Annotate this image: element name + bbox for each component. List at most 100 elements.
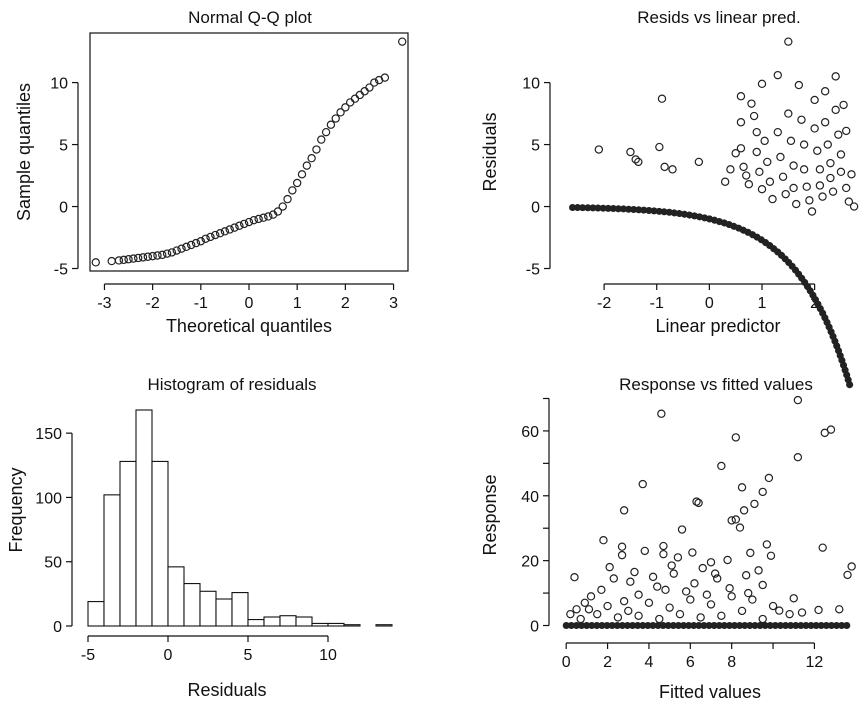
qq-x-tick-label: 0 (245, 295, 254, 312)
qq-point (312, 145, 321, 154)
fitted-point (731, 515, 741, 524)
hist-x-label: Residuals (187, 680, 266, 700)
fitted-point (605, 562, 614, 572)
fitted-point (717, 611, 726, 620)
resid-point (784, 37, 793, 46)
resid-point (765, 177, 775, 186)
qq-point (331, 114, 340, 123)
resid-point (781, 189, 790, 199)
fitted-point (630, 567, 639, 577)
fitted-point (713, 574, 722, 583)
fitted-point (586, 592, 596, 601)
resid-point (776, 152, 785, 162)
resid-point (634, 157, 643, 167)
resid-point (657, 94, 667, 103)
resid-point (828, 187, 838, 196)
qq-point (138, 253, 148, 262)
qq-x-tick-label: -1 (194, 295, 208, 312)
resid-point (763, 157, 772, 167)
resid-x-label: Linear predictor (655, 316, 780, 336)
qq-x-tick-label: -3 (97, 295, 111, 312)
resid-point (826, 173, 835, 183)
fitted-point (797, 608, 807, 617)
hist-bars (87, 409, 393, 627)
resid-y-axis: -5 0 5 10 (522, 76, 551, 279)
resid-point (773, 127, 782, 137)
qq-point (133, 253, 143, 263)
hist-y-tick-label: 0 (53, 619, 62, 636)
fitted-point (638, 479, 647, 489)
resid-point (739, 162, 748, 172)
fitted-point (696, 613, 705, 622)
resid-point (813, 146, 822, 155)
resid-point (849, 202, 859, 211)
qq-point (143, 252, 153, 261)
qq-point (341, 103, 350, 112)
resid-point (731, 149, 740, 158)
qq-plot-panel: Normal Q-Q plot -3 -2 -1 0 1 2 3 -5 0 5 10 Theore… (14, 8, 409, 336)
fitted-point (843, 570, 852, 580)
fitted-point (758, 614, 767, 624)
fitted-point (758, 580, 767, 590)
fitted-point (677, 525, 687, 534)
resid-point (810, 95, 819, 105)
hist-bar (343, 624, 361, 627)
fitted-point (746, 548, 755, 558)
resid-point (660, 162, 669, 172)
fitted-point (847, 562, 856, 571)
resid-point (836, 150, 846, 159)
qq-point (326, 120, 336, 129)
fitted-point (717, 461, 726, 471)
fitted-point (710, 569, 720, 578)
resid-point (794, 80, 804, 90)
hist-bar (135, 409, 153, 627)
qq-point (153, 251, 162, 260)
resid-point (834, 130, 843, 139)
qq-x-axis: -3 -2 -1 0 1 2 3 (97, 283, 398, 312)
fitted-point (576, 614, 585, 624)
fitted-point (657, 409, 666, 418)
qq-point (225, 225, 234, 234)
fitted-point (609, 574, 618, 583)
qq-plot-frame (89, 32, 409, 272)
fitted-x-tick-label: 0 (562, 654, 571, 671)
qq-point (317, 135, 326, 144)
resid-x-axis: -2 -1 0 1 2 (597, 283, 819, 312)
resid-point (818, 192, 827, 201)
fitted-y-tick-label: 40 (521, 489, 539, 506)
fitted-point (593, 609, 602, 619)
qq-point (235, 221, 244, 230)
fitted-y-tick-label: 60 (521, 424, 539, 441)
resid-point (736, 144, 746, 153)
qq-point (288, 186, 297, 195)
hist-bar (327, 622, 345, 627)
qq-point (307, 153, 316, 163)
fitted-point (634, 611, 643, 620)
qq-point (254, 214, 263, 224)
fitted-point (624, 606, 633, 616)
qq-point (215, 228, 225, 238)
resid-point (720, 177, 730, 186)
resid-point (784, 109, 793, 118)
resid-point (820, 87, 830, 96)
fitted-point (686, 595, 695, 604)
resid-y-tick-label: -5 (526, 262, 540, 279)
fitted-point (599, 536, 608, 545)
resid-point (668, 165, 677, 174)
fitted-point (744, 588, 753, 598)
resid-point (820, 118, 830, 127)
fitted-point (775, 606, 784, 615)
fitted-point (580, 598, 590, 608)
fitted-point (659, 549, 668, 559)
qq-point (365, 83, 374, 92)
hist-bar (295, 616, 313, 627)
fitted-point (613, 613, 623, 622)
qq-point (201, 234, 210, 243)
resid-point (842, 183, 851, 193)
qq-point (107, 256, 116, 266)
hist-bar (103, 494, 121, 627)
hist-bar (311, 622, 329, 627)
hist-x-tick-label: 5 (244, 647, 253, 664)
fitted-point (748, 595, 757, 604)
qq-y-tick-label: 5 (59, 138, 68, 155)
